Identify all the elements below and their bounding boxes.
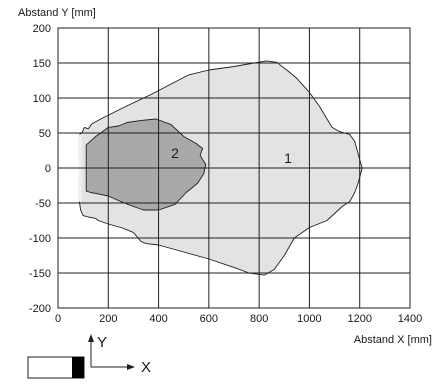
y-tick-label--100: -100 <box>29 233 51 245</box>
x-tick-label-600: 600 <box>200 313 218 325</box>
legend-y-label: Y <box>97 334 107 351</box>
plot-frame <box>57 27 411 309</box>
x-arrow-head-icon <box>127 364 135 370</box>
y-tick-label--200: -200 <box>29 303 51 315</box>
x-tick-label-200: 200 <box>99 313 117 325</box>
zone-label-1: 1 <box>284 150 292 166</box>
legend-x-label: X <box>141 359 151 376</box>
detection-zone-2 <box>85 118 207 211</box>
x-tick-label-1000: 1000 <box>297 313 321 325</box>
y-tick-label-100: 100 <box>33 93 51 105</box>
x-tick-label-0: 0 <box>55 313 61 325</box>
x-tick-layer: 0 200 400 600 800 1000 1200 1400 <box>55 313 422 325</box>
grid-layer <box>58 28 410 308</box>
x-axis-label: Abstand X [mm] <box>354 334 432 346</box>
x-tick-label-800: 800 <box>250 313 268 325</box>
y-tick-label-150: 150 <box>33 58 51 70</box>
zone-label-2: 2 <box>171 145 179 161</box>
y-tick-layer: 200 150 100 50 0 -50 -100 -150 -200 <box>29 23 51 315</box>
y-tick-label-200: 200 <box>33 23 51 35</box>
x-tick-label-1400: 1400 <box>398 313 422 325</box>
y-tick-label-50: 50 <box>39 128 51 140</box>
y-arrow-head-icon <box>88 334 94 342</box>
x-tick-label-400: 400 <box>149 313 167 325</box>
coordinate-legend: Y X <box>27 334 151 379</box>
y-tick-label-0: 0 <box>45 163 51 175</box>
x-tick-label-1200: 1200 <box>347 313 371 325</box>
sensor-lens-icon <box>72 357 84 378</box>
y-tick-label--150: -150 <box>29 268 51 280</box>
y-axis-label: Abstand Y [mm] <box>18 7 96 19</box>
y-tick-label--50: -50 <box>35 198 51 210</box>
